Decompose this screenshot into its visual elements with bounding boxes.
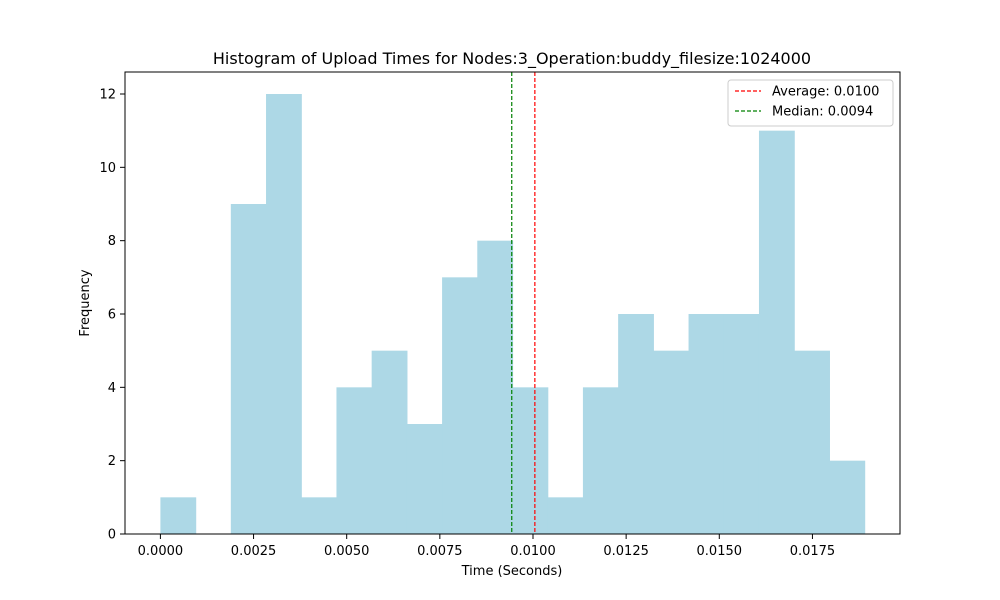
y-axis-label: Frequency [78, 269, 93, 336]
histogram-bar-12 [582, 387, 619, 534]
y-tick-label-6: 12 [99, 88, 116, 103]
histogram-bar-8 [442, 277, 478, 534]
histogram-bar-3 [266, 94, 302, 534]
histogram-bar-18 [794, 350, 830, 534]
histogram-bar-13 [618, 314, 654, 534]
histogram-bar-17 [758, 130, 795, 535]
histogram-bar-15 [688, 314, 725, 534]
x-tick-label-7: 0.0175 [790, 544, 836, 559]
x-tick-label-0: 0.0000 [138, 544, 184, 559]
legend-box [727, 79, 894, 127]
y-tick-label-2: 4 [108, 381, 116, 396]
reference-lines-layer [511, 72, 536, 534]
histogram-bar-9 [477, 240, 514, 535]
x-tick-label-5: 0.0125 [603, 544, 649, 559]
bars-layer [160, 94, 866, 535]
histogram-bar-7 [406, 424, 443, 534]
legend-label-0: Average: 0.0100 [772, 85, 879, 100]
histogram-bar-0 [160, 497, 197, 534]
y-tick-label-5: 10 [99, 161, 116, 176]
histogram-bar-6 [371, 350, 408, 534]
y-tick-label-3: 6 [108, 308, 116, 323]
histogram-bar-2 [230, 204, 267, 534]
histogram-bar-11 [547, 497, 584, 534]
histogram-bar-19 [829, 460, 866, 534]
y-tick-label-1: 2 [108, 454, 116, 469]
y-tick-label-4: 8 [108, 234, 116, 249]
x-axis-label: Time (Seconds) [461, 564, 563, 579]
histogram-bar-14 [653, 350, 690, 534]
x-tick-label-2: 0.0050 [324, 544, 370, 559]
chart-title: Histogram of Upload Times for Nodes:3_Op… [213, 49, 811, 69]
x-tick-label-4: 0.0100 [510, 544, 556, 559]
histogram-bar-10 [512, 387, 549, 534]
y-axis: 0 2 4 6 8 10 12 [99, 88, 125, 543]
y-tick-label-0: 0 [108, 528, 116, 543]
x-tick-label-6: 0.0150 [697, 544, 743, 559]
histogram-bar-5 [336, 387, 373, 534]
histogram-bar-16 [723, 314, 760, 534]
histogram-bar-4 [301, 497, 338, 534]
plot-frame [124, 71, 901, 535]
legend: Average: 0.0100 Median: 0.0094 [727, 79, 894, 127]
x-axis: 0.0000 0.0025 0.0050 0.0075 0.0100 0.0125 0.01… [138, 534, 836, 559]
x-tick-label-3: 0.0075 [417, 544, 463, 559]
x-tick-label-1: 0.0025 [231, 544, 277, 559]
legend-label-1: Median: 0.0094 [772, 105, 873, 120]
